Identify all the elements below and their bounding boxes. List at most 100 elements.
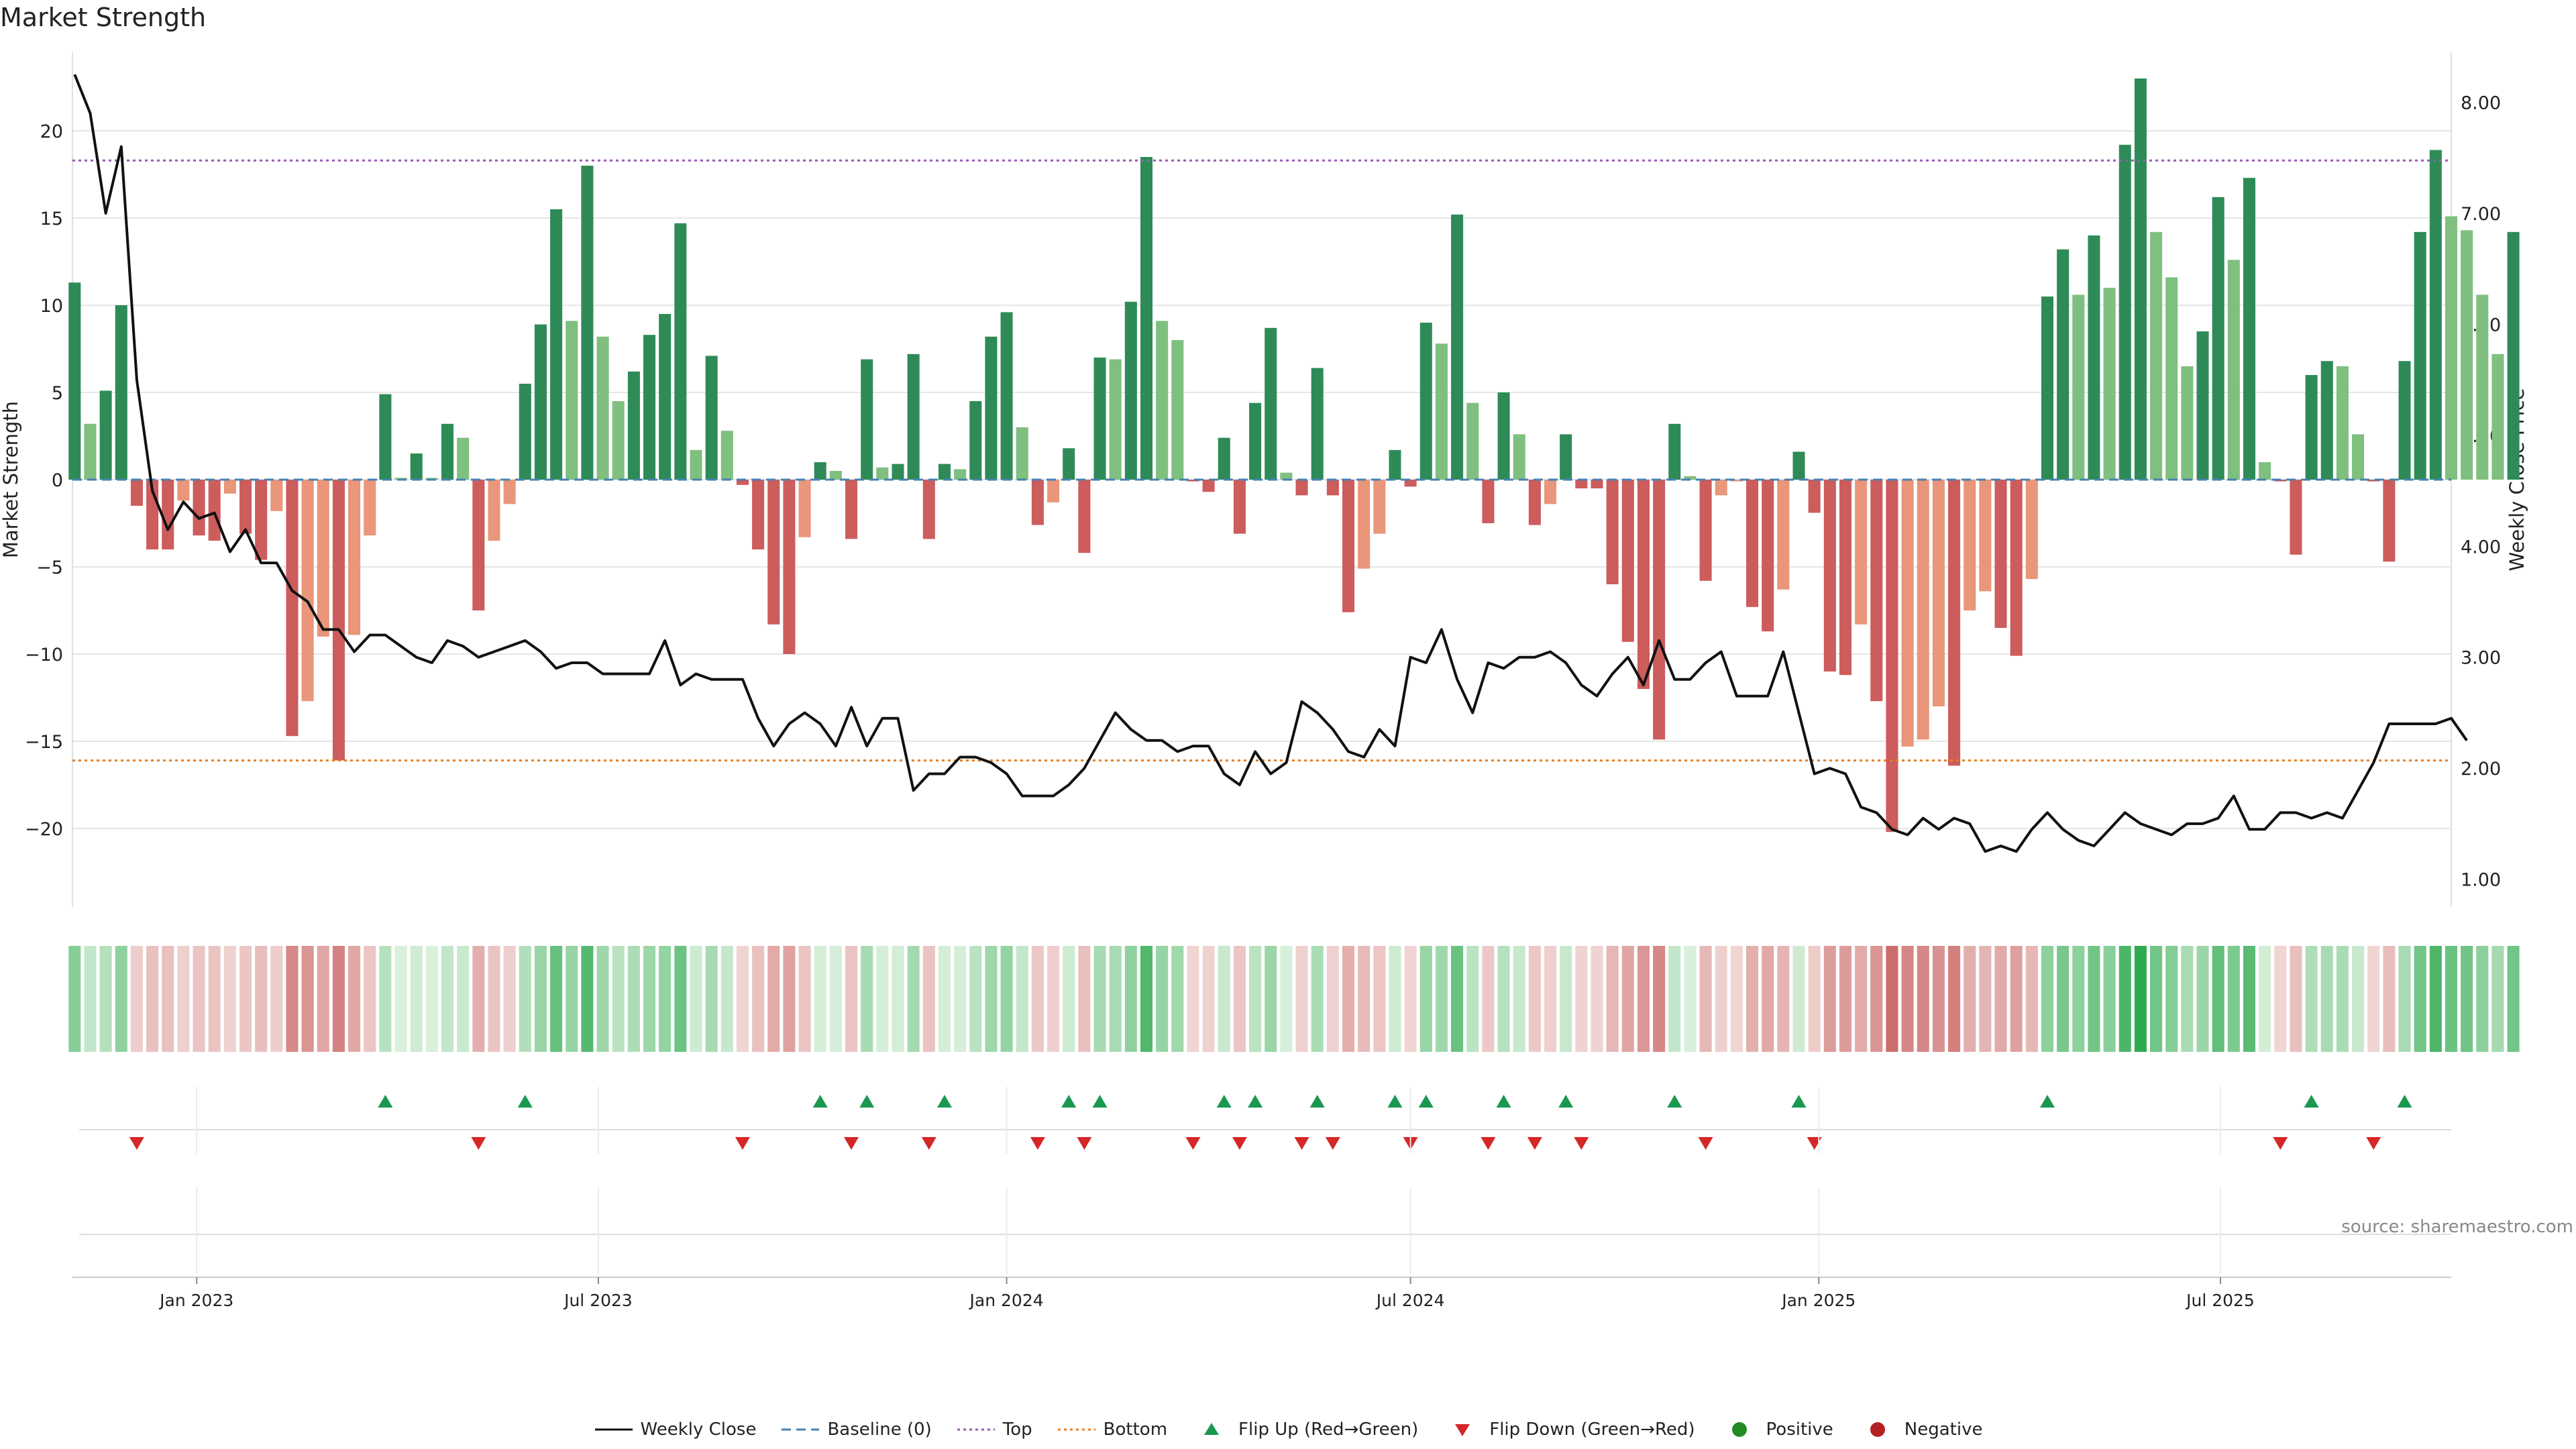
heat-cell (1031, 946, 1044, 1052)
legend-swatch (782, 1428, 820, 1431)
strength-bar (1031, 480, 1044, 525)
strength-bar (519, 384, 531, 480)
flip-up-marker (812, 1095, 828, 1108)
strength-bar (115, 305, 127, 480)
strength-bar (1855, 480, 1868, 625)
heat-cell (1637, 946, 1650, 1052)
legend-label: Negative (1904, 1419, 1983, 1440)
right-tick-labels: 1.002.003.004.005.006.007.008.00 (2461, 93, 2501, 890)
strength-bar (1901, 480, 1914, 747)
strength-bar (752, 480, 765, 549)
legend-item: Top (956, 1419, 1032, 1440)
strength-bar (861, 359, 873, 480)
strength-bar (2181, 366, 2194, 480)
strength-bar (1404, 480, 1417, 487)
strength-bar (2367, 480, 2380, 482)
strength-bar (1311, 368, 1324, 480)
strength-bar (1016, 427, 1028, 480)
strength-bar (1466, 402, 1479, 480)
legend-swatch (1731, 1422, 1747, 1437)
strength-bar (876, 467, 889, 480)
heat-cell (814, 946, 826, 1052)
heat-cell (752, 946, 765, 1052)
strength-bar (627, 371, 640, 480)
heat-cell (1855, 946, 1868, 1052)
strength-bar (1373, 480, 1386, 534)
heat-cell (2181, 946, 2194, 1052)
heat-cell (2134, 946, 2147, 1052)
strength-bar (1078, 480, 1091, 553)
strength-bar (969, 401, 982, 480)
flip-markers (129, 1095, 2412, 1150)
strength-bar (286, 480, 299, 737)
strength-bar (441, 423, 454, 480)
heat-cell (1886, 946, 1898, 1052)
strength-bar (1591, 480, 1603, 488)
strength-bar (1202, 480, 1215, 492)
flip-up-marker (1791, 1095, 1807, 1108)
strength-bar (332, 480, 345, 761)
heat-cell (1606, 946, 1619, 1052)
heat-cell (1047, 946, 1060, 1052)
strength-bar (2320, 361, 2333, 480)
strength-bar (2383, 480, 2396, 562)
heat-cell (1295, 946, 1308, 1052)
heat-cell (2383, 946, 2396, 1052)
left-tick-label: 20 (40, 121, 63, 142)
heat-cell (1917, 946, 1929, 1052)
heat-cell (2320, 946, 2333, 1052)
heat-cell (2352, 946, 2365, 1052)
heat-cell (519, 946, 531, 1052)
strength-bar (1777, 480, 1790, 590)
strength-bar (1233, 480, 1246, 534)
strength-bar (907, 354, 920, 480)
heat-cell (2367, 946, 2380, 1052)
heat-cell (2491, 946, 2504, 1052)
heat-cell (1684, 946, 1697, 1052)
heat-cell (379, 946, 392, 1052)
heat-cell (876, 946, 889, 1052)
strength-bar (1917, 480, 1929, 740)
heat-cell (2103, 946, 2116, 1052)
flip-down-marker (2366, 1137, 2381, 1150)
left-tick-label: −20 (25, 819, 63, 840)
flip-down-marker (1232, 1137, 1247, 1150)
heat-cell (1870, 946, 1883, 1052)
x-tick-label: Jul 2023 (563, 1291, 633, 1310)
heat-cell (1792, 946, 1805, 1052)
heat-cell (861, 946, 873, 1052)
flip-down-marker (2273, 1137, 2288, 1150)
strength-bar (1171, 340, 1184, 480)
heat-cell (767, 946, 780, 1052)
strength-bar (581, 166, 594, 480)
strength-bar (814, 462, 826, 480)
heat-cell (130, 946, 143, 1052)
strength-bar (1886, 480, 1898, 833)
heat-cell (332, 946, 345, 1052)
heat-cell (1435, 946, 1448, 1052)
heat-cell (1218, 946, 1230, 1052)
strength-bar (829, 471, 842, 480)
heat-cell (301, 946, 314, 1052)
heat-cell (2025, 946, 2038, 1052)
heat-cell (1653, 946, 1666, 1052)
heat-cell (317, 946, 329, 1052)
legend-item: Baseline (0) (780, 1419, 932, 1440)
strength-bar (2025, 480, 2038, 580)
heat-cell (2398, 946, 2411, 1052)
strength-bar (1575, 480, 1588, 488)
strength-bar (1063, 448, 1075, 480)
strength-bar (845, 480, 858, 539)
strength-bar (550, 209, 563, 480)
heat-cell (2274, 946, 2287, 1052)
strength-bar (1932, 480, 1945, 706)
heat-cell (1389, 946, 1401, 1052)
strength-bar (2461, 230, 2473, 480)
strength-bar (1358, 480, 1371, 569)
strength-bar (2507, 231, 2520, 480)
strength-bar (938, 464, 951, 480)
heat-cell (270, 946, 283, 1052)
strength-bar (1435, 343, 1448, 480)
heat-cell (472, 946, 485, 1052)
strength-bar (1544, 480, 1557, 504)
